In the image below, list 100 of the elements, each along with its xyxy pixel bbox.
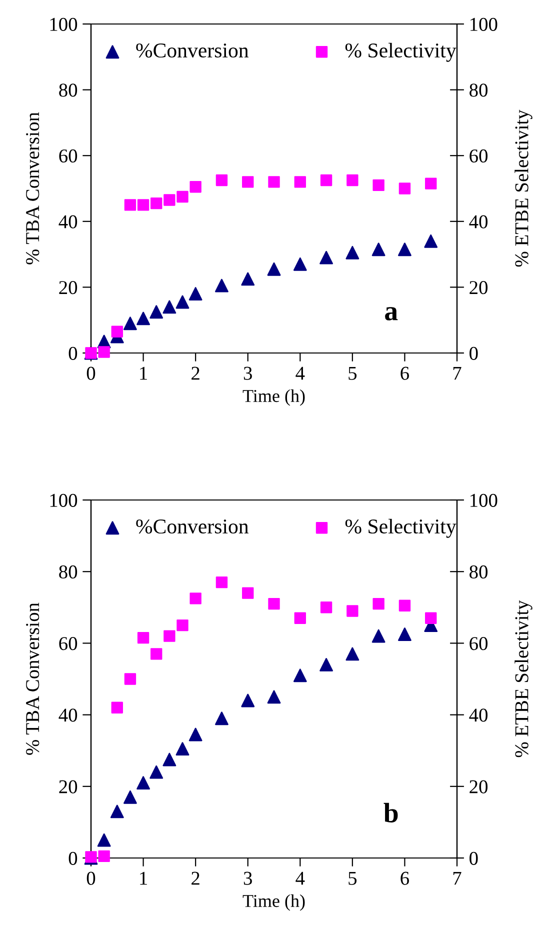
point [320, 602, 332, 614]
point [176, 295, 190, 309]
point [162, 752, 176, 766]
y2-tick-label: 0 [470, 852, 478, 865]
point [110, 804, 124, 818]
x-tick-label: 2 [192, 872, 200, 885]
point [398, 600, 411, 612]
point [242, 587, 254, 599]
point [216, 576, 228, 588]
point [398, 182, 411, 194]
x-axis-title: Time (h) [242, 894, 305, 911]
x-tick-label: 5 [348, 872, 357, 885]
y2-tick-label: 80 [470, 565, 488, 579]
point [268, 598, 280, 610]
point [164, 630, 176, 642]
point [136, 776, 150, 790]
point [241, 694, 255, 708]
point [267, 690, 281, 704]
point [293, 257, 307, 271]
x-tick-label: 7 [453, 872, 462, 885]
point [150, 197, 162, 210]
y2-tick-label: 100 [470, 494, 498, 507]
point [190, 592, 202, 604]
point [97, 833, 111, 847]
x-tick-label: 6 [400, 872, 409, 885]
point [372, 179, 384, 192]
y-tick-label: 60 [59, 149, 78, 163]
point [346, 246, 360, 260]
point [176, 742, 190, 756]
point [124, 199, 136, 211]
y2-tick-label: 20 [470, 780, 488, 794]
x-tick-label: 0 [86, 366, 96, 380]
point [293, 668, 307, 682]
point [294, 612, 306, 624]
point [241, 272, 255, 286]
point [124, 673, 136, 685]
point [372, 242, 386, 256]
point [425, 612, 437, 624]
point [267, 262, 281, 276]
y2-tick-label: 100 [470, 18, 498, 31]
annotation: a [385, 307, 398, 320]
point [346, 647, 360, 661]
x-tick-label: 3 [244, 872, 252, 885]
x-tick-label: 1 [140, 366, 147, 380]
legend-label: % Selectivity [345, 42, 456, 62]
y2-axis-title: % ETBE Selectivity [514, 110, 532, 267]
x-tick-label: 3 [244, 366, 252, 380]
y2-tick-label: 80 [470, 84, 488, 97]
point [137, 199, 150, 211]
x-tick-label: 7 [453, 366, 462, 380]
point [398, 628, 412, 641]
y2-tick-label: 60 [470, 637, 488, 650]
point [320, 250, 333, 264]
point [372, 629, 386, 643]
point [425, 178, 437, 190]
y-tick-label: 0 [68, 346, 78, 360]
x-tick-label: 1 [140, 872, 147, 885]
point [215, 278, 228, 292]
point [190, 181, 202, 193]
x-tick-label: 2 [192, 366, 200, 380]
point [150, 765, 164, 779]
point [98, 346, 110, 358]
y2-tick-label: 40 [469, 215, 488, 228]
y-tick-label: 100 [50, 494, 78, 507]
y-tick-label: 60 [59, 637, 78, 650]
annotation: b [384, 802, 398, 822]
point [150, 305, 164, 319]
x-tick-label: 6 [400, 366, 409, 380]
point [398, 242, 412, 256]
y-axis-title: % TBA Conversion [26, 602, 40, 755]
point [136, 312, 150, 326]
point [242, 176, 254, 188]
x-tick-label: 0 [86, 872, 96, 885]
y-tick-label: 100 [50, 18, 78, 31]
point [176, 619, 188, 632]
point [346, 605, 358, 617]
y2-axis-title: % ETBE Selectivity [514, 600, 532, 758]
x-tick-label: 5 [348, 366, 357, 380]
y-tick-label: 40 [58, 708, 78, 722]
point [294, 176, 306, 188]
point [111, 326, 123, 338]
point [111, 702, 123, 714]
point [98, 850, 110, 862]
y-tick-label: 20 [59, 780, 78, 794]
legend-label: % Selectivity [345, 518, 456, 538]
x-tick-label: 4 [296, 366, 305, 380]
point [424, 234, 438, 248]
legend-label: %Conversion [136, 519, 249, 534]
point [215, 712, 228, 726]
y2-tick-label: 20 [470, 281, 488, 294]
point [346, 174, 358, 186]
point [124, 790, 137, 804]
y-tick-label: 20 [59, 281, 78, 294]
y-axis-title: % TBA Conversion [26, 112, 40, 264]
y2-tick-label: 0 [470, 346, 478, 360]
y-tick-label: 80 [59, 565, 78, 579]
y-tick-label: 80 [59, 84, 78, 97]
point [150, 648, 162, 660]
x-axis-title: Time (h) [242, 389, 305, 406]
point [188, 287, 202, 300]
